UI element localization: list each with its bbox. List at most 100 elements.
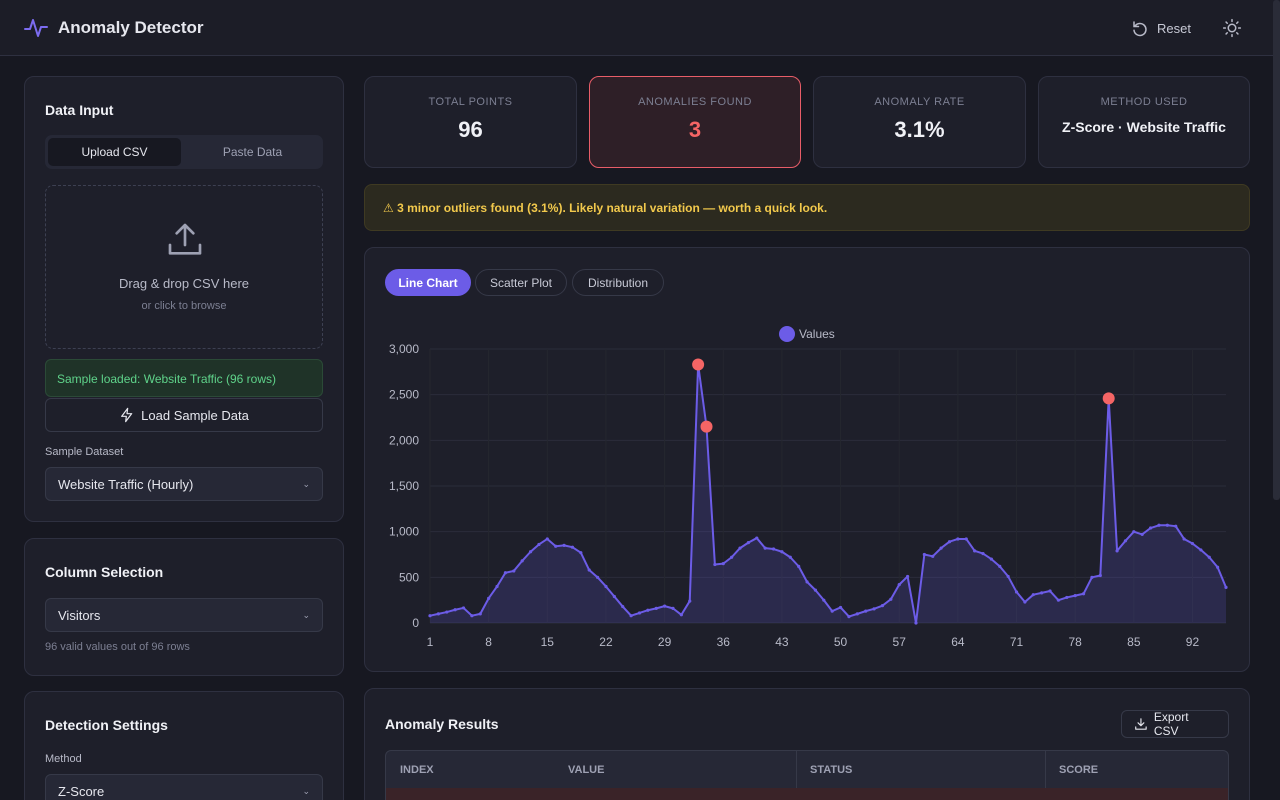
x-tick-label: 43 — [775, 635, 789, 649]
stat-label: METHOD USED — [1100, 96, 1188, 108]
column-select[interactable]: Visitors ⌄ — [45, 598, 323, 632]
point — [554, 544, 558, 548]
reset-icon — [1133, 21, 1147, 37]
point — [663, 604, 667, 608]
point — [939, 546, 943, 550]
upload-icon — [168, 223, 202, 255]
line-chart: 0 500 1,000 1,500 2,000 2,500 3,000 1 8 15 22 29 36 4… — [389, 326, 1228, 649]
point — [1115, 549, 1119, 553]
area — [430, 364, 1226, 623]
point — [445, 610, 449, 614]
y-tick-label: 1,000 — [389, 525, 419, 539]
load-sample-button[interactable]: Load Sample Data — [45, 398, 323, 432]
point — [503, 571, 508, 575]
y-tick-label: 500 — [399, 570, 419, 584]
field-label: Sample Dataset — [45, 446, 124, 458]
chart-tab[interactable]: Scatter Plot — [475, 269, 567, 296]
point — [1056, 598, 1061, 602]
select-value: Z-Score — [58, 783, 105, 799]
x-tick-label: 8 — [485, 635, 492, 649]
legend-label: Values — [799, 327, 835, 341]
app-title: Anomaly Detector — [58, 18, 204, 37]
point — [922, 552, 926, 557]
stat-card: ANOMALIES FOUND 3 — [589, 76, 801, 168]
panel-title: Anomaly Results — [385, 716, 499, 732]
column-divider — [796, 751, 797, 788]
chart-tab[interactable]: Distribution — [572, 269, 664, 296]
point — [755, 536, 759, 540]
point — [495, 584, 499, 589]
point — [1014, 590, 1019, 594]
stat-card: ANOMALY RATE 3.1% — [813, 76, 1026, 168]
settings-panel: Detection Settings Method Z-Score ⌄ — [24, 691, 344, 800]
point — [1073, 594, 1077, 598]
chevron: ⌄ — [302, 478, 310, 489]
point — [537, 542, 541, 547]
theme-toggle[interactable] — [1222, 18, 1242, 38]
stat-card: TOTAL POINTS 96 — [364, 76, 577, 168]
x-tick-label: 64 — [951, 635, 965, 649]
x-tick-label: 29 — [658, 635, 672, 649]
stat-label: ANOMALIES FOUND — [638, 96, 752, 108]
point — [461, 606, 466, 610]
point — [721, 562, 725, 566]
x-tick-label: 15 — [541, 635, 555, 649]
column-header: INDEX — [400, 764, 434, 776]
point — [780, 550, 784, 554]
tab-paste[interactable]: Paste Data — [222, 145, 283, 159]
point — [973, 549, 977, 553]
drop-zone[interactable]: Drag & drop CSV here or click to browse — [45, 185, 323, 349]
point — [1165, 523, 1169, 527]
point — [1207, 555, 1211, 559]
tab-upload[interactable]: Upload CSV — [48, 138, 181, 166]
download-icon — [1135, 718, 1147, 730]
drop-hint: or click to browse — [141, 300, 227, 312]
point — [830, 609, 834, 613]
point — [822, 598, 826, 602]
point — [805, 580, 809, 584]
stat-label: TOTAL POINTS — [428, 96, 513, 108]
input-tabs: Upload CSV Paste Data — [45, 135, 323, 169]
point — [1224, 585, 1228, 589]
export-button[interactable]: Export CSV — [1121, 710, 1229, 738]
panel-title: Data Input — [45, 102, 114, 118]
point — [1199, 548, 1203, 552]
point — [654, 606, 658, 610]
point — [771, 547, 776, 551]
point — [989, 557, 993, 561]
select-value: Website Traffic (Hourly) — [58, 476, 194, 492]
point — [889, 597, 893, 601]
point — [470, 614, 474, 618]
panel-title: Detection Settings — [45, 717, 168, 733]
anomaly-point — [692, 358, 705, 371]
point — [1216, 565, 1220, 569]
point — [947, 540, 952, 544]
point — [579, 551, 583, 555]
point — [688, 599, 692, 603]
stat-card: METHOD USED Z-Score · Website Traffic — [1038, 76, 1250, 168]
point — [981, 551, 985, 556]
point — [587, 568, 591, 572]
column-header: SCORE — [1059, 764, 1099, 776]
point — [897, 583, 901, 587]
column-divider — [1045, 751, 1046, 788]
point — [1081, 592, 1086, 596]
point — [1190, 541, 1195, 546]
point — [1140, 532, 1144, 537]
reset-button[interactable]: Reset — [1157, 21, 1191, 36]
point — [671, 606, 675, 610]
method-select[interactable]: Z-Score ⌄ — [45, 774, 323, 800]
x-tick-label: 36 — [717, 635, 731, 649]
chart-tab-active[interactable]: Line Chart — [385, 269, 471, 296]
point — [872, 607, 876, 611]
sample-select[interactable]: Website Traffic (Hourly) ⌄ — [45, 467, 323, 501]
select-value: Visitors — [58, 607, 101, 623]
table-row — [386, 788, 1228, 800]
panel-title: Column Selection — [45, 564, 164, 580]
stat-value: 3.1% — [894, 117, 945, 142]
point — [931, 554, 935, 558]
chevron: ⌄ — [302, 785, 310, 796]
header: Anomaly Detector Reset — [0, 0, 1280, 56]
point — [679, 613, 683, 617]
